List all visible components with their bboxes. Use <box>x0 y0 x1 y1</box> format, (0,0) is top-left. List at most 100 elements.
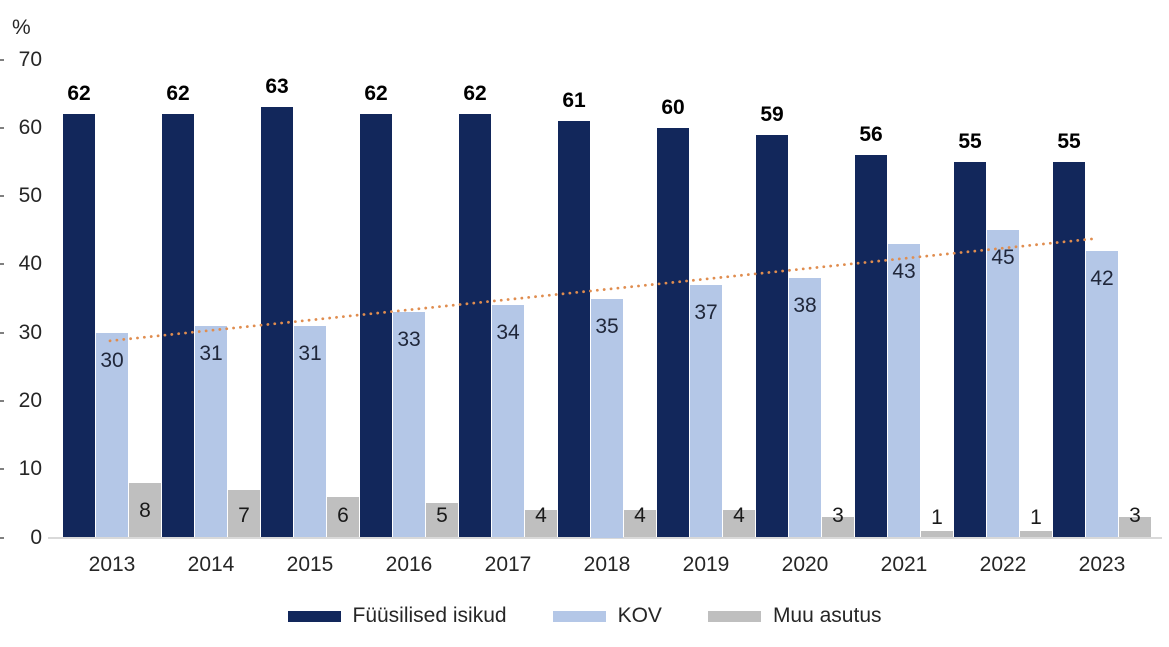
legend-item-kov: KOV <box>552 604 662 628</box>
data-label-muu-asutus-2019: 4 <box>733 503 745 527</box>
x-axis-category-label: 2017 <box>484 553 532 576</box>
bar-f-silised-isikud-2023 <box>1053 161 1085 538</box>
x-axis-category-label: 2022 <box>979 553 1027 576</box>
legend-label: Muu asutus <box>772 604 882 627</box>
bar-f-silised-isikud-2014 <box>162 114 194 538</box>
bar-f-silised-isikud-2021 <box>855 155 887 538</box>
data-label-muu-asutus-2016: 5 <box>436 503 448 527</box>
data-label-kov-2020: 38 <box>793 294 817 317</box>
data-label-f-silised-isikud-2022: 55 <box>958 129 982 153</box>
y-axis-tick-mark <box>0 195 4 198</box>
bar-muu-asutus-2013 <box>129 482 161 538</box>
bar-muu-asutus-2015 <box>327 496 359 538</box>
y-axis-tick-label: 70 <box>18 47 42 71</box>
data-label-kov-2013: 30 <box>100 348 124 372</box>
data-label-muu-asutus-2018: 4 <box>634 503 646 527</box>
bar-kov-2017 <box>492 305 524 538</box>
bar-kov-2014 <box>195 325 227 538</box>
bar-muu-asutus-2020 <box>822 517 854 538</box>
bar-muu-asutus-2021 <box>921 530 953 538</box>
bar-f-silised-isikud-2015 <box>261 107 293 538</box>
bar-kov-2022 <box>987 230 1019 538</box>
bar-muu-asutus-2023 <box>1119 517 1151 538</box>
data-label-f-silised-isikud-2015: 63 <box>265 75 289 99</box>
bar-f-silised-isikud-2016 <box>360 114 392 538</box>
data-label-kov-2022: 45 <box>991 246 1015 270</box>
data-label-muu-asutus-2021: 1 <box>931 505 943 529</box>
bar-kov-2016 <box>393 312 425 538</box>
y-axis-tick-label: 50 <box>18 184 42 208</box>
bar-muu-asutus-2014 <box>228 489 260 538</box>
bar-muu-asutus-2022 <box>1020 530 1052 538</box>
data-label-f-silised-isikud-2017: 62 <box>463 82 487 106</box>
bar-muu-asutus-2016 <box>426 503 458 538</box>
data-label-muu-asutus-2020: 3 <box>832 503 844 527</box>
x-axis-category-label: 2021 <box>880 553 928 576</box>
legend: Füüsilised isikud KOV Muu asutus <box>0 604 1169 628</box>
legend-item-muu-asutus: Muu asutus <box>707 604 882 628</box>
data-label-muu-asutus-2023: 3 <box>1129 503 1141 527</box>
x-axis-category-label: 2014 <box>187 553 235 576</box>
y-axis-tick-mark <box>0 58 4 61</box>
bar-f-silised-isikud-2022 <box>954 161 986 538</box>
legend-item-fyysilised-isikud: Füüsilised isikud <box>287 604 507 628</box>
bar-f-silised-isikud-2020 <box>756 134 788 538</box>
bar-kov-2015 <box>294 325 326 538</box>
data-label-f-silised-isikud-2016: 62 <box>364 82 388 106</box>
x-axis-category-label: 2015 <box>286 553 334 576</box>
bar-f-silised-isikud-2013 <box>63 114 95 538</box>
bar-muu-asutus-2018 <box>624 510 656 538</box>
x-axis-category-label: 2018 <box>583 553 631 576</box>
data-label-f-silised-isikud-2023: 55 <box>1057 129 1081 153</box>
y-axis-tick-mark <box>0 536 4 539</box>
y-axis-tick-label: 40 <box>18 252 42 276</box>
bar-kov-2013 <box>96 332 128 538</box>
y-axis-tick-label: 20 <box>18 388 42 412</box>
data-label-kov-2021: 43 <box>892 259 916 283</box>
data-label-f-silised-isikud-2014: 62 <box>166 82 190 106</box>
x-axis-category-label: 2019 <box>682 553 730 576</box>
bar-muu-asutus-2019 <box>723 510 755 538</box>
y-axis-tick-mark <box>0 468 4 471</box>
y-axis-tick-mark <box>0 263 4 266</box>
y-axis-tick-label: 0 <box>30 525 42 549</box>
data-label-muu-asutus-2017: 4 <box>535 503 547 527</box>
data-label-f-silised-isikud-2020: 59 <box>760 102 784 126</box>
legend-label: Füüsilised isikud <box>352 604 507 627</box>
data-label-kov-2017: 34 <box>496 321 520 345</box>
x-axis-category-label: 2023 <box>1078 553 1126 576</box>
data-label-muu-asutus-2013: 8 <box>139 498 151 522</box>
bar-kov-2021 <box>888 243 920 538</box>
x-axis-category-label: 2016 <box>385 553 433 576</box>
data-label-kov-2018: 35 <box>595 314 619 338</box>
y-axis-tick-label: 60 <box>18 115 42 139</box>
x-axis-category-label: 2020 <box>781 553 829 576</box>
data-label-muu-asutus-2022: 1 <box>1030 505 1042 529</box>
y-axis-tick-label: 30 <box>18 320 42 344</box>
bar-f-silised-isikud-2019 <box>657 127 689 538</box>
data-label-kov-2015: 31 <box>298 341 322 365</box>
data-label-kov-2023: 42 <box>1090 266 1114 290</box>
y-axis-tick-mark <box>0 399 4 402</box>
data-label-kov-2016: 33 <box>397 328 421 352</box>
y-axis-tick-mark <box>0 331 4 334</box>
y-axis-unit-label: % <box>12 16 31 39</box>
x-axis-category-label: 2013 <box>88 553 136 576</box>
legend-swatch-kov <box>552 610 606 622</box>
data-label-muu-asutus-2015: 6 <box>337 503 349 527</box>
data-label-f-silised-isikud-2013: 62 <box>67 82 91 106</box>
legend-label: KOV <box>617 604 662 627</box>
bar-kov-2023 <box>1086 250 1118 538</box>
y-axis-tick-label: 10 <box>18 457 42 481</box>
legend-swatch-fyysilised-isikud <box>287 610 341 622</box>
legend-swatch-muu-asutus <box>707 610 761 622</box>
bar-muu-asutus-2017 <box>525 510 557 538</box>
y-axis-tick-mark <box>0 126 4 129</box>
x-axis-line <box>48 537 1162 539</box>
data-label-f-silised-isikud-2021: 56 <box>859 123 883 147</box>
data-label-kov-2019: 37 <box>694 300 718 324</box>
data-label-muu-asutus-2014: 7 <box>238 503 250 527</box>
data-label-kov-2014: 31 <box>199 341 223 365</box>
data-label-f-silised-isikud-2018: 61 <box>562 88 586 112</box>
